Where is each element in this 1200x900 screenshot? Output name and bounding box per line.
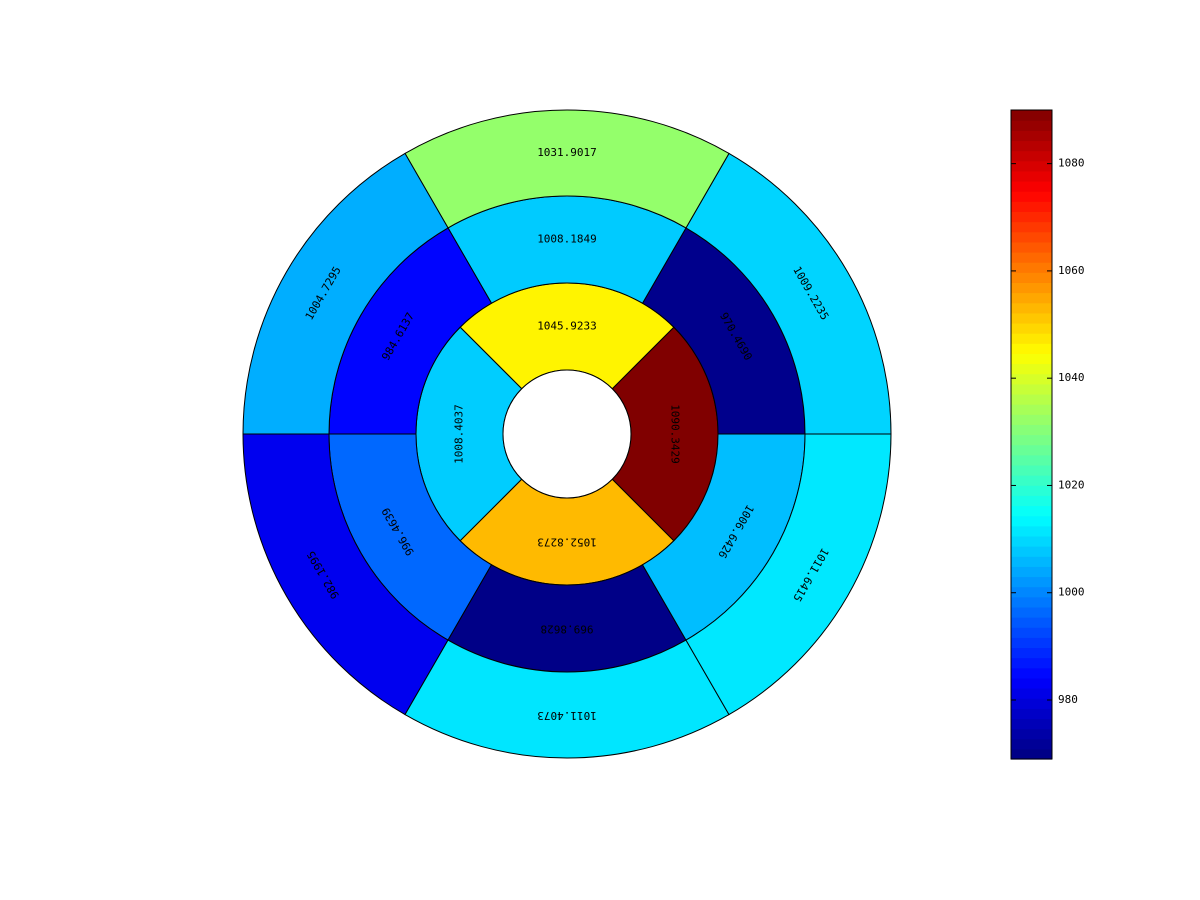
- segment-label-outer-5: 1011.4073: [537, 709, 597, 722]
- colorbar-band: [1011, 150, 1052, 162]
- colorbar-band: [1011, 535, 1052, 547]
- colorbar-band: [1011, 191, 1052, 202]
- colorbar-band: [1011, 231, 1052, 243]
- colorbar-gradient: [1011, 110, 1052, 760]
- colorbar-band: [1011, 464, 1052, 476]
- segment-label-middle-2: 1008.1849: [537, 233, 597, 246]
- colorbar-band: [1011, 566, 1052, 578]
- colorbar-band: [1011, 424, 1052, 436]
- colorbar-tick-label: 1060: [1058, 264, 1085, 277]
- colorbar-band: [1011, 475, 1052, 486]
- colorbar-band: [1011, 718, 1052, 730]
- colorbar-frame: [1010, 109, 1053, 760]
- colorbar-tick-label: 1040: [1058, 371, 1085, 384]
- colorbar-band: [1011, 241, 1052, 253]
- colorbar-band: [1011, 120, 1052, 131]
- colorbar-band: [1011, 677, 1052, 689]
- colorbar-band: [1011, 211, 1052, 223]
- colorbar-band: [1011, 586, 1052, 598]
- colorbar-band: [1011, 343, 1052, 354]
- colorbar-band: [1011, 333, 1052, 344]
- colorbar-ticks: 980 1000 1020 1040 1060 1080: [1011, 157, 1085, 706]
- colorbar-band: [1011, 404, 1052, 415]
- colorbar-band: [1011, 414, 1052, 425]
- colorbar-band: [1011, 738, 1052, 750]
- colorbar-band: [1011, 647, 1052, 659]
- colorbar-band: [1011, 363, 1052, 375]
- center-hole: [502, 369, 632, 499]
- colorbar-band: [1011, 444, 1052, 456]
- colorbar-band: [1011, 698, 1052, 709]
- colorbar-tick-label: 1020: [1058, 478, 1085, 491]
- colorbar-band: [1011, 596, 1052, 608]
- colorbar-band: [1011, 617, 1052, 628]
- colorbar-band: [1011, 292, 1052, 304]
- colorbar-band: [1011, 170, 1052, 182]
- colorbar-band: [1011, 383, 1052, 395]
- colorbar-tick-label: 980: [1058, 693, 1078, 706]
- colorbar-band: [1011, 272, 1052, 283]
- colorbar-band: [1011, 556, 1052, 567]
- segment-label-inner-1: 1090.3429: [669, 404, 682, 464]
- colorbar-band: [1011, 140, 1052, 152]
- colorbar-band: [1011, 454, 1052, 466]
- colorbar-band: [1011, 728, 1052, 740]
- bullseye-segments: [242, 109, 892, 759]
- colorbar-band: [1011, 525, 1052, 537]
- colorbar-band: [1011, 667, 1052, 679]
- colorbar-band: [1011, 748, 1052, 760]
- colorbar-band: [1011, 130, 1052, 142]
- colorbar-band: [1011, 221, 1052, 233]
- colorbar-band: [1011, 505, 1052, 517]
- colorbar-band: [1011, 637, 1052, 649]
- colorbar-band: [1011, 688, 1052, 699]
- colorbar-band: [1011, 657, 1052, 669]
- segment-label-outer-2: 1031.9017: [537, 146, 597, 159]
- colorbar-band: [1011, 201, 1052, 213]
- colorbar-band: [1011, 251, 1052, 263]
- colorbar-band: [1011, 708, 1052, 720]
- segment-label-inner-3: 1008.4037: [453, 404, 466, 464]
- segment-label-inner-4: 1052.8273: [537, 536, 597, 549]
- colorbar-band: [1011, 485, 1052, 496]
- colorbar-band: [1011, 312, 1052, 324]
- colorbar-band: [1011, 495, 1052, 507]
- colorbar-band: [1011, 282, 1052, 294]
- colorbar-band: [1011, 262, 1052, 273]
- colorbar-band: [1011, 110, 1052, 121]
- colorbar-band: [1011, 606, 1052, 618]
- colorbar-band: [1011, 393, 1052, 405]
- colorbar-band: [1011, 576, 1052, 588]
- colorbar-band: [1011, 515, 1052, 527]
- segment-label-inner-2: 1045.9233: [537, 320, 597, 333]
- colorbar-band: [1011, 373, 1052, 385]
- segment-label-middle-5: 969.8628: [541, 623, 594, 636]
- colorbar-band: [1011, 546, 1052, 557]
- colorbar-band: [1011, 353, 1052, 365]
- colorbar-band: [1011, 322, 1052, 334]
- colorbar-band: [1011, 302, 1052, 314]
- colorbar-band: [1011, 160, 1052, 172]
- colorbar-band: [1011, 434, 1052, 446]
- colorbar-tick-label: 1080: [1058, 157, 1085, 170]
- colorbar: 980 1000 1020 1040 1060 1080: [1010, 109, 1085, 760]
- segment-outer-6: [685, 433, 892, 716]
- colorbar-band: [1011, 627, 1052, 638]
- colorbar-band: [1011, 180, 1052, 192]
- colorbar-tick-label: 1000: [1058, 586, 1085, 599]
